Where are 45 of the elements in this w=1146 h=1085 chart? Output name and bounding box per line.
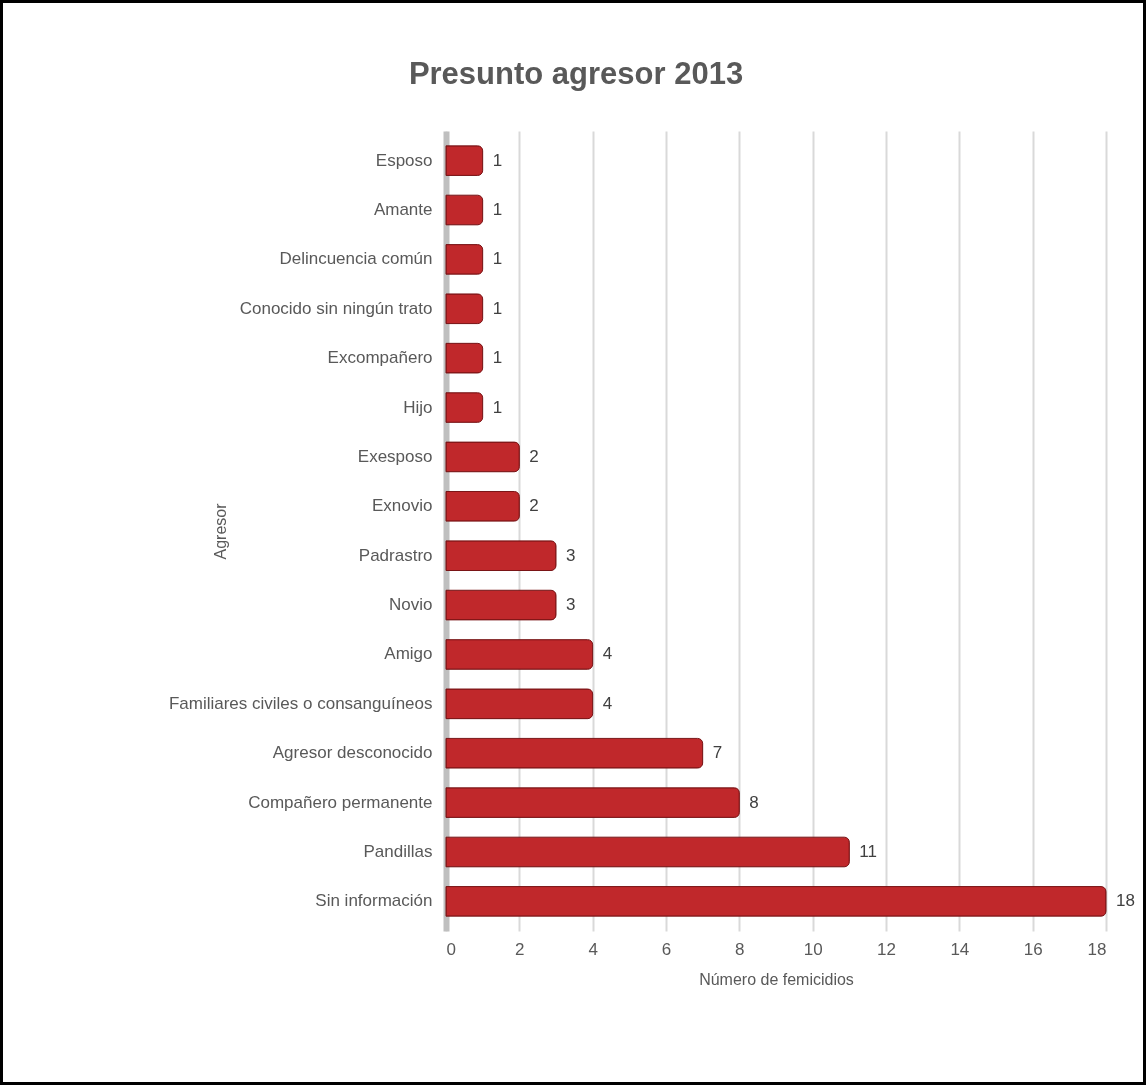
data-label: 4 — [602, 693, 613, 713]
data-label: 4 — [602, 644, 613, 664]
y-tick-label: Familiares civiles o consanguíneos — [168, 693, 433, 713]
x-tick-label: 12 — [877, 939, 896, 959]
x-tick-label: 10 — [803, 939, 823, 959]
x-tick-label: 18 — [1087, 939, 1107, 959]
y-tick-label: Conocido sin ningún trato — [239, 298, 433, 318]
y-tick-label: Hijo — [403, 397, 433, 417]
y-tick-label: Padrastro — [358, 545, 433, 565]
x-tick-label: 2 — [515, 939, 525, 959]
y-tick-label: Compañero permanente — [248, 792, 433, 812]
data-label: 1 — [492, 150, 503, 170]
y-axis-title: Agresor — [211, 502, 229, 560]
data-label: 2 — [529, 496, 539, 516]
x-tick-label: 4 — [588, 939, 598, 959]
data-label: 1 — [492, 397, 503, 417]
y-tick-label: Delincuencia común — [279, 249, 433, 269]
x-axis-title: Número de femicidios — [699, 970, 854, 988]
y-tick-label: Esposo — [375, 150, 433, 170]
y-tick-label: Excompañero — [327, 348, 433, 368]
data-label: 1 — [492, 249, 503, 269]
y-tick-label: Sin información — [315, 891, 433, 911]
chart-title: Presunto agresor 2013 — [408, 56, 744, 91]
x-tick-label: 0 — [446, 939, 456, 959]
x-tick-label: 16 — [1023, 939, 1043, 959]
x-tick-label: 8 — [735, 939, 745, 959]
x-tick-label: 6 — [661, 939, 672, 959]
data-label: 8 — [749, 792, 759, 812]
data-label: 7 — [712, 743, 723, 763]
data-label: 1 — [492, 298, 503, 318]
x-tick-label: 14 — [950, 939, 970, 959]
data-label: 18 — [1116, 891, 1135, 911]
y-tick-label: Amigo — [384, 644, 433, 664]
y-tick-label: Amante — [373, 200, 433, 220]
y-tick-label: Agresor desconocido — [272, 743, 433, 763]
y-tick-label: Novio — [389, 595, 433, 615]
data-label: 11 — [859, 841, 877, 861]
y-tick-label: Pandillas — [363, 841, 433, 861]
data-label: 3 — [566, 545, 576, 565]
data-label: 3 — [566, 595, 576, 615]
y-tick-label: Exesposo — [357, 446, 433, 466]
y-tick-label: Exnovio — [372, 496, 433, 516]
data-label: 1 — [492, 348, 503, 368]
data-label: 2 — [529, 446, 539, 466]
data-label: 1 — [492, 200, 503, 220]
